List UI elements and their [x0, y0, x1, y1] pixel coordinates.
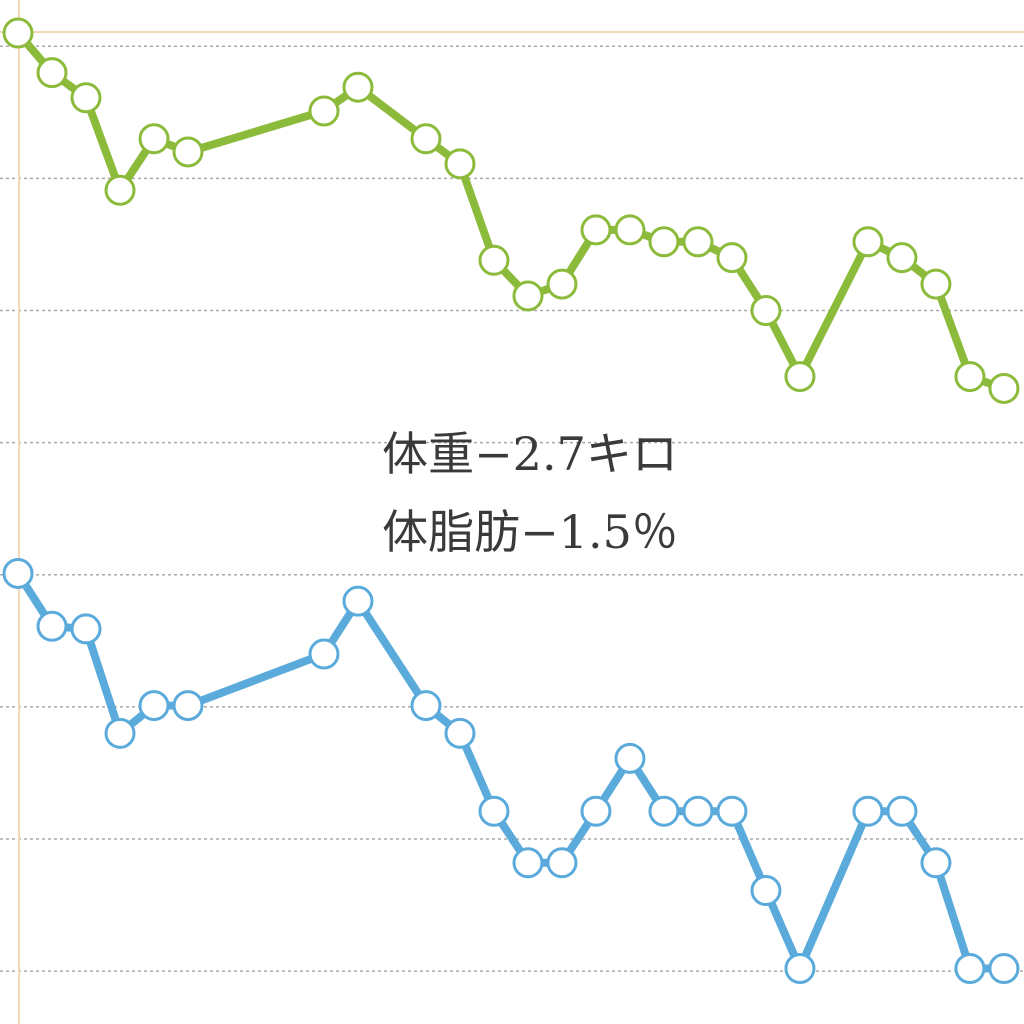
point: [512, 847, 544, 879]
point: [172, 690, 204, 722]
point: [750, 295, 782, 327]
point: [478, 795, 510, 827]
point: [988, 372, 1020, 404]
point: [716, 242, 748, 274]
point: [682, 795, 714, 827]
point: [2, 557, 34, 589]
point: [988, 953, 1020, 985]
point: [104, 717, 136, 749]
point: [546, 268, 578, 300]
point: [410, 690, 442, 722]
point: [648, 795, 680, 827]
point: [920, 847, 952, 879]
point: [444, 717, 476, 749]
point: [172, 136, 204, 168]
point: [410, 123, 442, 155]
point: [2, 17, 34, 49]
point: [648, 226, 680, 258]
point: [36, 57, 68, 89]
point: [886, 242, 918, 274]
point: [342, 71, 374, 103]
point: [444, 148, 476, 180]
point: [308, 638, 340, 670]
point: [750, 875, 782, 907]
point: [716, 795, 748, 827]
point: [784, 361, 816, 393]
point: [512, 280, 544, 312]
point: [342, 585, 374, 617]
point: [614, 214, 646, 246]
annotation: 体脂肪−1.5％: [382, 505, 678, 559]
point: [70, 613, 102, 645]
point: [580, 795, 612, 827]
point: [784, 953, 816, 985]
point: [70, 82, 102, 114]
point: [920, 268, 952, 300]
point: [580, 214, 612, 246]
point: [104, 174, 136, 206]
point: [138, 123, 170, 155]
point: [308, 95, 340, 127]
point: [852, 226, 884, 258]
point: [852, 795, 884, 827]
annotation: 体重−2.7キロ: [382, 427, 678, 481]
point: [478, 244, 510, 276]
point: [614, 742, 646, 774]
point: [954, 953, 986, 985]
point: [36, 610, 68, 642]
point: [546, 847, 578, 879]
point: [886, 795, 918, 827]
point: [954, 361, 986, 393]
point: [682, 226, 714, 258]
point: [138, 690, 170, 722]
plot: [2, 17, 1020, 985]
